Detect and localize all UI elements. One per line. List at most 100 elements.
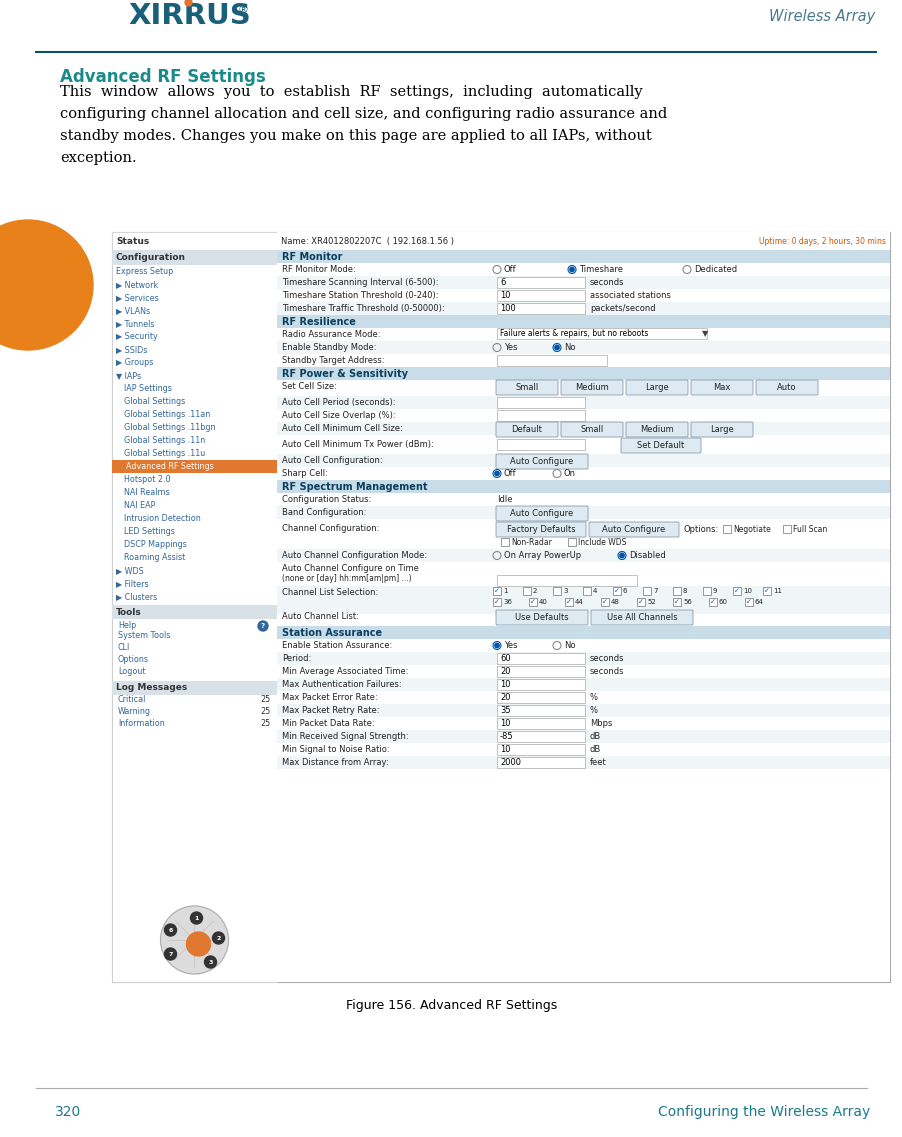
Text: associated stations: associated stations [589, 291, 670, 300]
Bar [496, 705, 584, 716]
Text: ▶ Clusters: ▶ Clusters [115, 592, 157, 601]
Bar [277, 586, 889, 614]
Text: 6: 6 [500, 279, 505, 287]
Text: seconds: seconds [589, 654, 624, 663]
Text: ▶ Filters: ▶ Filters [115, 579, 149, 588]
Text: 3: 3 [562, 588, 566, 594]
Text: No: No [564, 641, 575, 650]
Bar [583, 587, 590, 595]
Bar [496, 302, 584, 314]
Bar [277, 302, 889, 315]
Text: 7: 7 [168, 952, 172, 956]
Text: Options:: Options: [683, 524, 719, 533]
Text: 25: 25 [261, 696, 271, 705]
Text: No: No [564, 343, 575, 352]
Circle shape [619, 554, 623, 558]
Text: packets/second: packets/second [589, 304, 655, 313]
Text: Global Settings .11n: Global Settings .11n [124, 435, 205, 445]
Circle shape [190, 912, 202, 924]
Text: Band Configuration:: Band Configuration: [281, 508, 366, 517]
Bar [496, 744, 584, 755]
Bar [732, 587, 741, 595]
FancyBboxPatch shape [621, 438, 700, 453]
Text: IAP Settings: IAP Settings [124, 384, 171, 393]
Text: Idle: Idle [496, 495, 512, 504]
Text: 20: 20 [500, 692, 510, 702]
Circle shape [0, 219, 93, 350]
Bar [277, 626, 889, 639]
Text: Radio Assurance Mode:: Radio Assurance Mode: [281, 330, 380, 339]
Bar [492, 598, 501, 606]
FancyBboxPatch shape [560, 380, 622, 395]
Text: Hotspot 2.0: Hotspot 2.0 [124, 475, 170, 484]
Text: Yes: Yes [503, 343, 517, 352]
Bar [277, 756, 889, 769]
Text: ▼ IAPs: ▼ IAPs [115, 371, 141, 380]
Text: feet: feet [589, 758, 606, 767]
Bar [642, 587, 650, 595]
Text: 52: 52 [647, 599, 655, 605]
Text: Auto: Auto [777, 383, 796, 392]
Text: ✓: ✓ [673, 599, 679, 605]
Bar [762, 587, 770, 595]
Text: Factory Defaults: Factory Defaults [506, 525, 575, 534]
Text: RF Power & Sensitivity: RF Power & Sensitivity [281, 368, 408, 379]
Bar [601, 598, 608, 606]
FancyBboxPatch shape [590, 609, 692, 625]
Text: Negotiate: Negotiate [732, 524, 770, 533]
Bar [496, 679, 584, 690]
Text: ✓: ✓ [493, 588, 500, 594]
Text: 10: 10 [742, 588, 751, 594]
Text: Max Packet Error Rate:: Max Packet Error Rate: [281, 692, 377, 702]
Text: Medium: Medium [640, 425, 673, 434]
Text: %: % [589, 706, 597, 715]
Text: seconds: seconds [589, 667, 624, 677]
Text: Min Average Associated Time:: Min Average Associated Time: [281, 667, 408, 677]
Text: 2000: 2000 [500, 758, 520, 767]
Bar [496, 397, 584, 408]
Bar [522, 587, 530, 595]
Bar [782, 525, 790, 533]
Text: Configuration Status:: Configuration Status: [281, 495, 371, 504]
Bar [277, 315, 889, 327]
Text: Period:: Period: [281, 654, 311, 663]
Text: Auto Cell Minimum Tx Power (dBm):: Auto Cell Minimum Tx Power (dBm): [281, 440, 433, 449]
Bar [277, 549, 889, 562]
Text: Auto Channel List:: Auto Channel List: [281, 612, 358, 621]
Text: NAI Realms: NAI Realms [124, 488, 170, 497]
Text: 9: 9 [713, 588, 717, 594]
Bar [496, 327, 706, 339]
Text: Off: Off [503, 468, 516, 478]
Text: Intrusion Detection: Intrusion Detection [124, 514, 200, 523]
Text: Auto Channel Configure on Time: Auto Channel Configure on Time [281, 564, 419, 573]
Text: ✓: ✓ [613, 588, 620, 594]
Text: Auto Configure: Auto Configure [602, 525, 665, 534]
Text: NAI EAP: NAI EAP [124, 501, 155, 511]
Text: Large: Large [709, 425, 733, 434]
Text: LED Settings: LED Settings [124, 528, 175, 536]
Text: Use Defaults: Use Defaults [515, 613, 568, 622]
Text: Non-Radar: Non-Radar [511, 538, 551, 547]
Text: 4: 4 [593, 588, 597, 594]
Text: Max Packet Retry Rate:: Max Packet Retry Rate: [281, 706, 379, 715]
Bar [708, 598, 716, 606]
Bar [529, 598, 537, 606]
FancyBboxPatch shape [755, 380, 817, 395]
Text: Enable Station Assurance:: Enable Station Assurance: [281, 641, 391, 650]
Text: Use All Channels: Use All Channels [606, 613, 676, 622]
Text: 320: 320 [55, 1105, 81, 1119]
Bar [496, 692, 584, 703]
Bar [277, 232, 889, 982]
Text: ▶ WDS: ▶ WDS [115, 566, 143, 575]
Text: RF Resilience: RF Resilience [281, 316, 355, 326]
Text: Auto Cell Minimum Cell Size:: Auto Cell Minimum Cell Size: [281, 424, 402, 433]
Circle shape [164, 924, 176, 936]
Circle shape [554, 346, 558, 350]
Text: Off: Off [503, 265, 516, 274]
Text: Max Authentication Failures:: Max Authentication Failures: [281, 680, 401, 689]
Bar [277, 506, 889, 518]
Text: 8: 8 [682, 588, 686, 594]
Text: Express Setup: Express Setup [115, 267, 173, 276]
Bar [496, 717, 584, 729]
Text: Set Cell Size:: Set Cell Size: [281, 382, 336, 391]
